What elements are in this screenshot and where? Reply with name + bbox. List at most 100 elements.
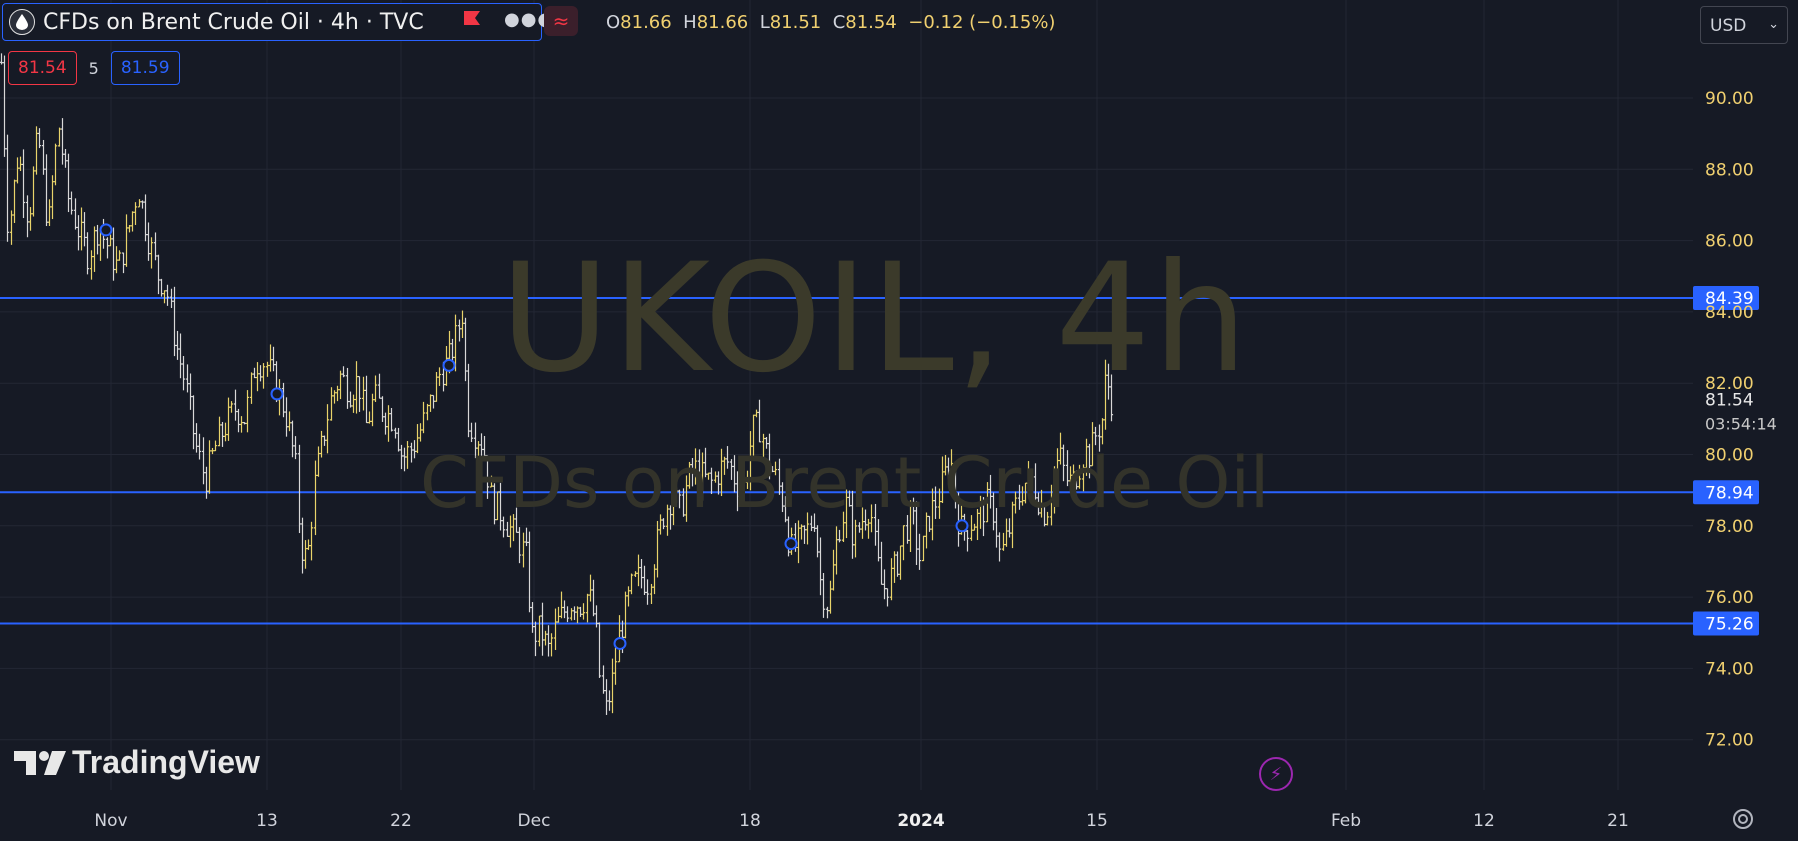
ohlc-bar — [825, 606, 830, 619]
ohlc-bar — [124, 214, 129, 267]
chevron-down-icon: ⌄ — [1768, 17, 1779, 32]
ohlc-bar — [402, 447, 407, 472]
ohlc-bar — [146, 222, 151, 261]
ohlc-bar — [521, 532, 526, 568]
ohlc-bar — [175, 330, 180, 360]
ohlc-bar — [802, 525, 807, 544]
ohlc-bar — [626, 586, 631, 607]
ohlc-bar — [639, 558, 644, 589]
x-tick-label: Dec — [518, 811, 551, 831]
ohlc-bar — [1036, 492, 1041, 516]
ohlc-bar — [229, 401, 234, 413]
y-tick-label: 90.00 — [1705, 89, 1754, 109]
ohlc-bar — [860, 507, 865, 539]
ohlc-bar — [985, 482, 990, 523]
ohlc-bar — [1052, 466, 1057, 514]
ohlc-bar — [322, 435, 327, 446]
ohlc-bar — [1097, 424, 1102, 452]
ohlc-bar — [306, 539, 311, 550]
ohlc-bar — [18, 156, 23, 172]
ohlc-bar — [82, 212, 87, 247]
settings-gear-icon[interactable] — [1730, 806, 1756, 832]
currency-select[interactable]: USD ⌄ — [1700, 6, 1788, 44]
symbol-search-button[interactable]: CFDs on Brent Crude Oil · 4h · TVC — [2, 3, 542, 41]
event-marker-icon — [613, 636, 627, 650]
ohlc-bar — [882, 569, 887, 600]
ohlc-bar — [764, 436, 769, 449]
x-tick-label: 12 — [1473, 811, 1495, 831]
high-label: H — [683, 12, 697, 33]
level-price-label: 78.94 — [1705, 483, 1754, 503]
ohlc-bar — [377, 373, 382, 399]
ohlc-bar — [172, 286, 177, 357]
ohlc-bar — [732, 455, 737, 493]
ohlc-bar — [597, 622, 602, 678]
ohlc-bar — [127, 224, 132, 233]
flag-icon[interactable] — [462, 9, 482, 33]
ohlc-bar — [780, 482, 785, 513]
event-marker-icon — [270, 387, 284, 401]
ohlc-bar — [857, 522, 862, 533]
ohlc-bar — [0, 53, 4, 65]
ohlc-bar — [293, 436, 298, 460]
ohlc-bar — [767, 433, 772, 480]
ohlc-bar — [841, 511, 846, 543]
ohlc-bar — [485, 455, 490, 499]
ohlc-bar — [261, 363, 266, 389]
ohlc-bar — [399, 444, 404, 470]
lightning-icon[interactable]: ⚡ — [1259, 757, 1293, 791]
ohlc-bar — [492, 483, 497, 525]
ohlc-bar — [914, 501, 919, 565]
ohlc-bar — [1087, 443, 1092, 479]
ohlc-bar — [988, 474, 993, 509]
ohlc-bar — [1071, 464, 1076, 484]
ohlc-bar — [821, 572, 826, 618]
event-marker-icon — [955, 519, 969, 533]
ohlc-bar — [953, 462, 958, 509]
ohlc-bar — [98, 231, 103, 261]
ohlc-bar — [997, 532, 1002, 562]
ohlc-bar — [37, 128, 42, 149]
x-tick-label: Nov — [94, 811, 127, 831]
ohlc-bar — [393, 427, 398, 439]
ohlc-bar — [921, 535, 926, 562]
ohlc-bar — [543, 630, 548, 646]
currency-label: USD — [1710, 16, 1747, 36]
ohlc-bar — [1033, 463, 1038, 503]
ohlc-legend: O81.66 H81.66 L81.51 C81.54 −0.12 (−0.15… — [606, 12, 1055, 33]
ohlc-bar — [799, 524, 804, 540]
ohlc-bar — [383, 412, 388, 435]
ohlc-bar — [457, 319, 462, 342]
sell-button[interactable]: 81.54 — [8, 51, 77, 85]
ohlc-bar — [818, 537, 823, 596]
ohlc-bar — [604, 679, 609, 715]
ohlc-bar — [364, 375, 369, 424]
spread-value: 5 — [88, 58, 99, 78]
event-marker-icon — [442, 358, 456, 372]
ohlc-bar — [873, 503, 878, 546]
ohlc-bar — [876, 519, 881, 562]
ohlc-bar — [418, 423, 423, 442]
ohlc-bar — [210, 447, 215, 455]
ohlc-bar — [1001, 532, 1006, 551]
ohlc-bar — [738, 474, 743, 504]
ohlc-bar — [834, 526, 839, 575]
ohlc-bar — [748, 431, 753, 491]
ohlc-bar — [549, 633, 554, 657]
ohlc-bar — [300, 517, 305, 574]
tradingview-logo[interactable]: TradingView — [14, 744, 260, 781]
ohlc-bar — [498, 482, 503, 531]
buy-button[interactable]: 81.59 — [110, 51, 180, 85]
ohlc-bar — [853, 519, 858, 558]
ohlc-bar — [169, 288, 174, 309]
ohlc-bar — [178, 333, 183, 379]
x-tick-label: 15 — [1086, 811, 1108, 831]
wave-icon[interactable]: ≈ — [544, 6, 578, 36]
ohlc-bar — [1106, 363, 1111, 400]
ohlc-bar — [706, 472, 711, 480]
ohlc-bar — [325, 404, 330, 454]
ohlc-bar — [351, 394, 356, 413]
ohlc-bar — [284, 397, 289, 437]
more-dots-icon[interactable]: ●●● — [504, 9, 555, 30]
